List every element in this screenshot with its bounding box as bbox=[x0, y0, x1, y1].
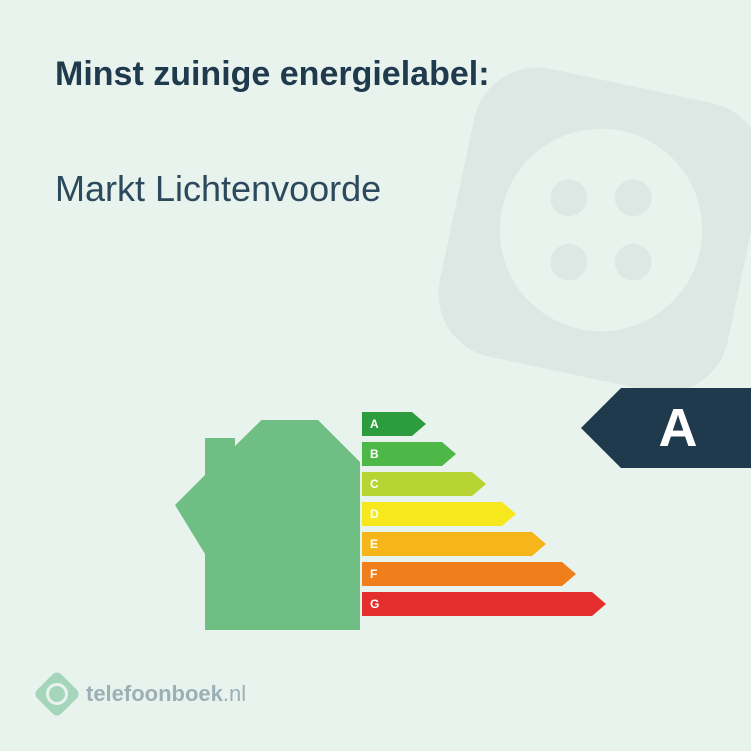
bar-letter: F bbox=[370, 567, 377, 581]
house-icon bbox=[175, 420, 360, 630]
brand-text: telefoonboek.nl bbox=[86, 681, 246, 707]
bar-letter: A bbox=[370, 417, 379, 431]
brand-name-bold: telefoonboek bbox=[86, 681, 223, 706]
energy-bar-c: C bbox=[362, 472, 486, 496]
page-title: Minst zuinige energielabel: bbox=[55, 55, 490, 94]
bar-body: C bbox=[362, 472, 472, 496]
bar-arrow-icon bbox=[592, 592, 606, 616]
brand-icon bbox=[33, 670, 81, 718]
energy-bar-g: G bbox=[362, 592, 606, 616]
energy-bar-d: D bbox=[362, 502, 516, 526]
bar-letter: G bbox=[370, 597, 379, 611]
bar-arrow-icon bbox=[532, 532, 546, 556]
energy-bar-f: F bbox=[362, 562, 576, 586]
bar-letter: C bbox=[370, 477, 379, 491]
rating-arrow-icon bbox=[581, 388, 621, 468]
brand-tld: .nl bbox=[223, 681, 246, 706]
bar-arrow-icon bbox=[442, 442, 456, 466]
bar-arrow-icon bbox=[502, 502, 516, 526]
bar-body: A bbox=[362, 412, 412, 436]
bar-body: F bbox=[362, 562, 562, 586]
energy-bar-b: B bbox=[362, 442, 456, 466]
footer-brand: telefoonboek.nl bbox=[40, 677, 246, 711]
bar-arrow-icon bbox=[562, 562, 576, 586]
bar-body: E bbox=[362, 532, 532, 556]
rating-badge: A bbox=[581, 388, 751, 468]
bar-letter: E bbox=[370, 537, 378, 551]
energy-bar-e: E bbox=[362, 532, 546, 556]
bar-body: B bbox=[362, 442, 442, 466]
bar-letter: B bbox=[370, 447, 379, 461]
bar-arrow-icon bbox=[412, 412, 426, 436]
location-name: Markt Lichtenvoorde bbox=[55, 168, 381, 210]
bar-body: D bbox=[362, 502, 502, 526]
bar-letter: D bbox=[370, 507, 379, 521]
bar-body: G bbox=[362, 592, 592, 616]
rating-letter: A bbox=[621, 388, 751, 468]
bar-arrow-icon bbox=[472, 472, 486, 496]
energy-bar-a: A bbox=[362, 412, 426, 436]
